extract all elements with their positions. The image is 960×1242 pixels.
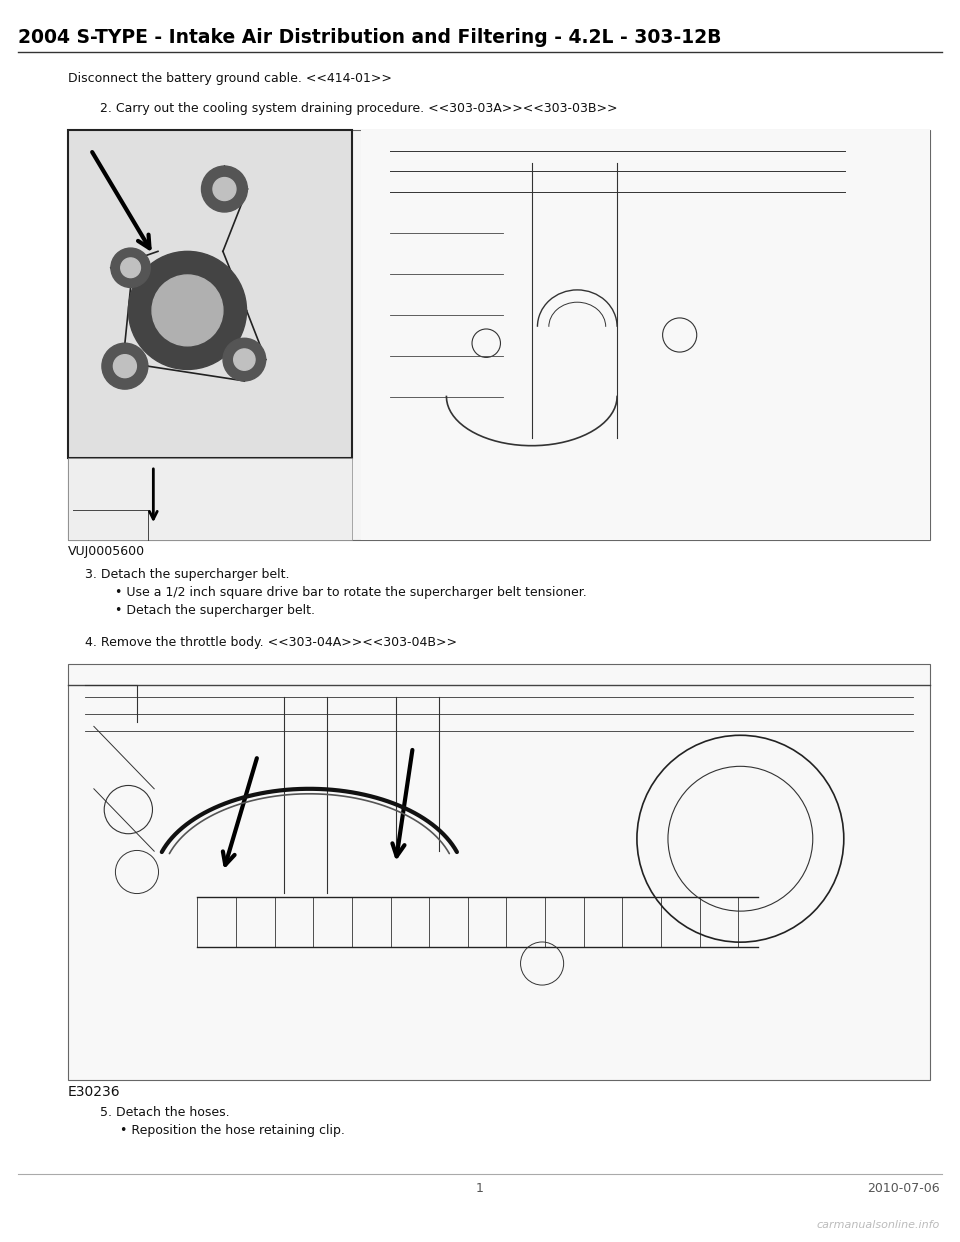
Text: E30236: E30236 — [68, 1086, 121, 1099]
Circle shape — [113, 355, 136, 378]
Text: 2. Carry out the cooling system draining procedure. <<303-03A>><<303-03B>>: 2. Carry out the cooling system draining… — [100, 102, 617, 116]
Text: 1: 1 — [476, 1182, 484, 1195]
Circle shape — [223, 338, 266, 381]
Bar — [361, 130, 930, 540]
Text: • Reposition the hose retaining clip.: • Reposition the hose retaining clip. — [120, 1124, 345, 1136]
Bar — [68, 664, 930, 1081]
Text: 4. Remove the throttle body. <<303-04A>><<303-04B>>: 4. Remove the throttle body. <<303-04A>>… — [85, 636, 457, 650]
Circle shape — [111, 248, 151, 287]
Text: 2010-07-06: 2010-07-06 — [868, 1182, 940, 1195]
Text: 3. Detach the supercharger belt.: 3. Detach the supercharger belt. — [85, 568, 290, 581]
Bar — [68, 458, 352, 540]
Circle shape — [129, 251, 247, 369]
Text: • Use a 1/2 inch square drive bar to rotate the supercharger belt tensioner.: • Use a 1/2 inch square drive bar to rot… — [115, 586, 587, 599]
Bar — [68, 130, 352, 458]
Text: Disconnect the battery ground cable. <<414-01>>: Disconnect the battery ground cable. <<4… — [68, 72, 392, 84]
Text: • Detach the supercharger belt.: • Detach the supercharger belt. — [115, 604, 315, 617]
Circle shape — [213, 178, 236, 200]
Circle shape — [102, 343, 148, 389]
Circle shape — [202, 166, 248, 212]
Text: 5. Detach the hoses.: 5. Detach the hoses. — [100, 1105, 229, 1119]
Bar — [68, 130, 930, 540]
Circle shape — [121, 258, 140, 278]
Text: VUJ0005600: VUJ0005600 — [68, 545, 145, 558]
Text: carmanualsonline.info: carmanualsonline.info — [817, 1220, 940, 1230]
Text: 2004 S-TYPE - Intake Air Distribution and Filtering - 4.2L - 303-12B: 2004 S-TYPE - Intake Air Distribution an… — [18, 29, 722, 47]
Circle shape — [233, 349, 255, 370]
Circle shape — [152, 274, 223, 345]
